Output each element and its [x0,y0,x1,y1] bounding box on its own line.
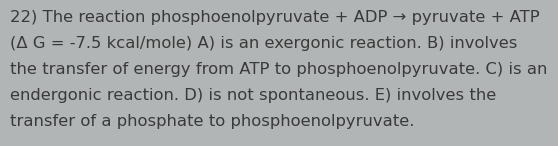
Text: transfer of a phosphate to phosphoenolpyruvate.: transfer of a phosphate to phosphoenolpy… [10,114,415,129]
Text: (Δ G = -7.5 kcal/mole) A) is an exergonic reaction. B) involves: (Δ G = -7.5 kcal/mole) A) is an exergoni… [10,36,517,51]
Text: 22) The reaction phosphoenolpyruvate + ADP → pyruvate + ATP: 22) The reaction phosphoenolpyruvate + A… [10,10,540,25]
Text: the transfer of energy from ATP to phosphoenolpyruvate. C) is an: the transfer of energy from ATP to phosp… [10,62,547,77]
Text: endergonic reaction. D) is not spontaneous. E) involves the: endergonic reaction. D) is not spontaneo… [10,88,496,103]
